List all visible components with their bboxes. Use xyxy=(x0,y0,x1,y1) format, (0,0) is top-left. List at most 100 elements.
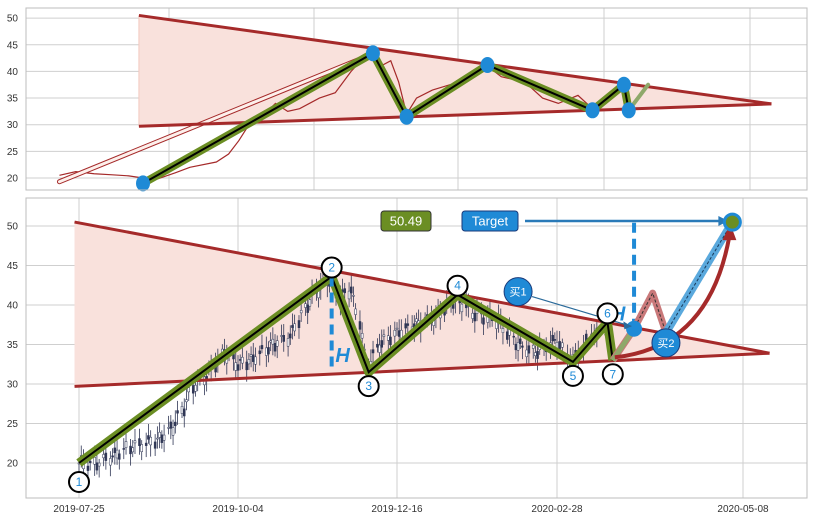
candle-body xyxy=(354,308,357,315)
curved-arrow xyxy=(614,235,732,360)
pivot-label-circle xyxy=(601,363,624,386)
candle-body xyxy=(254,356,257,365)
candle-body xyxy=(352,295,355,297)
y-tick-label: 35 xyxy=(7,94,19,105)
candle-body xyxy=(187,387,190,393)
candle-body xyxy=(282,335,285,342)
candle-body xyxy=(360,333,364,339)
candle-body xyxy=(286,338,290,347)
candle-body xyxy=(553,339,557,341)
candle-body xyxy=(382,334,386,337)
candle-body xyxy=(97,462,101,467)
candle-body xyxy=(389,336,392,346)
pivot-dot xyxy=(585,102,600,119)
y-tick-label: 50 xyxy=(7,14,19,25)
pivot-label: 2 xyxy=(328,261,335,275)
candle-body xyxy=(521,345,524,348)
candle-body xyxy=(397,330,401,337)
candle-body xyxy=(275,340,279,347)
y-tick-label: 45 xyxy=(7,40,19,51)
candle-body xyxy=(501,328,505,333)
candle-body xyxy=(506,331,509,340)
candle-body xyxy=(102,454,105,459)
pivot-label: 1 xyxy=(76,475,83,489)
candle-body xyxy=(308,299,312,307)
candle-body xyxy=(140,444,143,453)
target-label: Target xyxy=(472,214,509,229)
detail-frame xyxy=(25,197,808,499)
candle-body xyxy=(115,449,119,459)
candle-body xyxy=(194,384,197,392)
trend-arrow xyxy=(57,55,367,184)
candle-body xyxy=(518,338,522,344)
candle-body xyxy=(185,399,188,403)
candle-body xyxy=(241,356,244,364)
height-label: H xyxy=(335,345,350,367)
y-tick-label: 40 xyxy=(7,301,19,312)
candle-body xyxy=(514,343,518,351)
pivot-label: 5 xyxy=(570,369,577,383)
pivot-dot xyxy=(365,45,380,62)
pivot-label-circle xyxy=(446,274,469,297)
candle-body xyxy=(156,437,159,440)
candle-body xyxy=(238,359,242,361)
candle-body xyxy=(122,448,126,450)
candle-body xyxy=(534,352,537,356)
triangle-upper-line xyxy=(74,220,770,355)
pivot-label-circle xyxy=(320,256,343,279)
candle-body xyxy=(404,323,407,329)
candle-body xyxy=(191,385,195,394)
candle-body xyxy=(113,447,117,454)
candle-body xyxy=(111,455,114,458)
candle-body xyxy=(378,344,381,353)
candle-body xyxy=(473,312,477,322)
candle-body xyxy=(86,465,90,471)
candle-body xyxy=(293,323,296,332)
candle-body xyxy=(393,330,397,337)
pivot-dot xyxy=(616,76,631,93)
candle-body xyxy=(358,321,362,330)
triangle-upper-line xyxy=(138,13,772,106)
candle-body xyxy=(138,438,141,446)
value-box: 50.49 xyxy=(380,210,432,232)
candle-body xyxy=(147,435,150,440)
candle-body xyxy=(512,335,516,338)
pivot-label-circle xyxy=(357,375,380,398)
candle-body xyxy=(460,303,464,313)
x-tick-label: 2019-10-04 xyxy=(212,504,264,515)
candle-body xyxy=(273,343,277,352)
candle-body xyxy=(271,338,275,345)
y-tick-label: 35 xyxy=(7,340,19,351)
candle-body xyxy=(350,286,353,294)
candle-body xyxy=(245,361,248,371)
pivot-label-circle xyxy=(68,471,90,493)
candle-body xyxy=(561,342,564,348)
candle-body xyxy=(304,303,307,308)
x-tick-label: 2020-02-28 xyxy=(531,504,583,515)
pivot-dot xyxy=(136,175,150,192)
candle-body xyxy=(269,340,272,343)
candle-body xyxy=(516,342,520,351)
candle-body xyxy=(247,359,251,365)
candle-body xyxy=(376,343,379,348)
candle-body xyxy=(149,436,152,446)
pivot-label-circle xyxy=(596,302,619,325)
candle-body xyxy=(129,445,132,455)
candle-body xyxy=(133,440,137,444)
candle-body xyxy=(280,335,283,337)
buy-point-2 xyxy=(651,328,681,358)
candle-body xyxy=(387,335,390,341)
candle-body xyxy=(347,290,351,300)
curved-arrow-head xyxy=(722,224,737,241)
candle-body xyxy=(400,329,403,339)
breakout-marker xyxy=(626,320,643,337)
candle-body xyxy=(536,350,539,359)
candle-body xyxy=(131,447,134,453)
candle-body xyxy=(395,327,399,330)
pivot-label: 4 xyxy=(454,279,461,293)
candle-body xyxy=(118,453,121,460)
candle-body xyxy=(249,354,253,357)
candle-body xyxy=(167,427,170,429)
